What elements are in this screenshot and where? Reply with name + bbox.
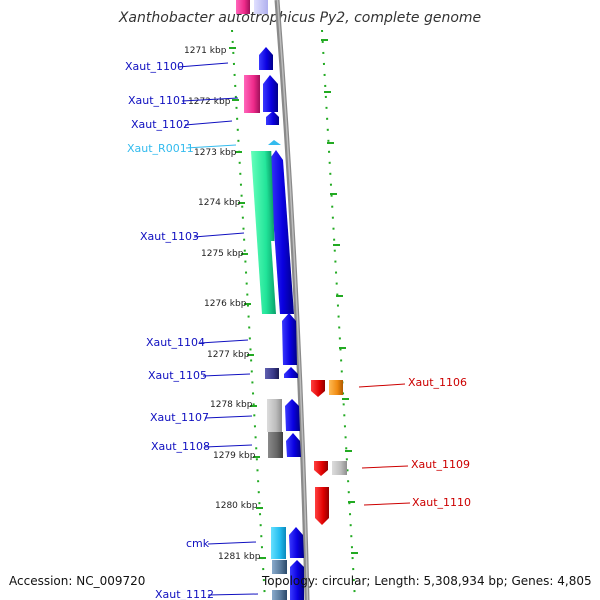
gene-arrow [286, 433, 301, 457]
tick-label: 1271 kbp [184, 46, 227, 56]
gene-block [254, 0, 268, 14]
tick-label: 1277 kbp [207, 350, 250, 360]
gene-block [272, 560, 287, 574]
gene-label[interactable]: Xaut_1102 [131, 118, 190, 131]
gene-arrow [282, 313, 297, 365]
tick-label: 1272 kbp [188, 97, 231, 107]
gene-block [271, 527, 286, 559]
ruler-ticks [321, 39, 358, 554]
gene-block [268, 432, 283, 458]
gene-block [236, 0, 250, 14]
gene-label[interactable]: Xaut_1110 [412, 496, 471, 509]
gene-arrow [290, 560, 304, 600]
gene-block [329, 380, 343, 395]
gene-label[interactable]: Xaut_1104 [146, 336, 205, 349]
gene-label[interactable]: Xaut_1108 [151, 440, 210, 453]
gene-label[interactable]: Xaut_1105 [148, 369, 207, 382]
gene-block [267, 399, 282, 432]
tick-label: 1273 kbp [194, 148, 237, 158]
gene-label[interactable]: Xaut_1112 [155, 588, 214, 600]
gene-block [272, 590, 287, 600]
forward-genes [259, 47, 304, 600]
ruler-line-left [231, 29, 266, 600]
tick-label: 1279 kbp [213, 451, 256, 461]
gene-arrow [311, 380, 325, 397]
tick-label: 1280 kbp [215, 501, 258, 511]
gene-arrow [314, 461, 328, 476]
gene-arrow [266, 111, 279, 125]
gene-block [265, 368, 279, 379]
genome-title: Xanthobacter autotrophicus Py2, complete… [118, 10, 482, 26]
gene-arrow [315, 487, 329, 525]
tick-label: 1275 kbp [201, 249, 244, 259]
gene-block [244, 75, 260, 113]
tick-label: 1276 kbp [204, 299, 247, 309]
gene-label[interactable]: Xaut_1101 [128, 94, 187, 107]
gene-arrow [284, 367, 298, 378]
tick-label: 1281 kbp [218, 552, 261, 562]
gene-label[interactable]: Xaut_1106 [408, 376, 467, 389]
gene-label[interactable]: cmk [186, 537, 210, 550]
gene-block [251, 151, 276, 314]
gene-label[interactable]: Xaut_1109 [411, 458, 470, 471]
gene-arrow [268, 140, 281, 145]
gene-label[interactable]: Xaut_1100 [125, 60, 184, 73]
gene-arrow [269, 150, 294, 314]
gene-label[interactable]: Xaut_1107 [150, 411, 209, 424]
gene-arrow [285, 399, 300, 431]
gene-label[interactable]: Xaut_R0011 [127, 142, 194, 155]
gene-arrow [263, 75, 278, 112]
gene-arrow [259, 47, 273, 70]
gene-block [332, 461, 347, 475]
tick-label: 1278 kbp [210, 400, 253, 410]
topology-text: Topology: circular; Length: 5,308,934 bp… [262, 574, 592, 588]
accession-text: Accession: NC_009720 [9, 574, 146, 588]
gene-label[interactable]: Xaut_1103 [140, 230, 199, 243]
gene-arrow [289, 527, 304, 558]
tick-label: 1274 kbp [198, 198, 241, 208]
